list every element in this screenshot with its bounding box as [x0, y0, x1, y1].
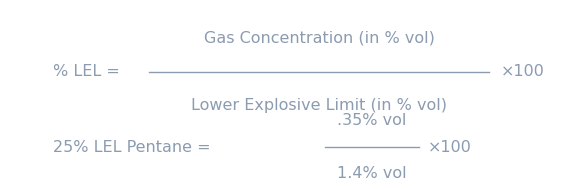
Text: .35% vol: .35% vol [338, 113, 407, 129]
Text: % LEL =: % LEL = [53, 64, 120, 79]
Text: Lower Explosive Limit (in % vol): Lower Explosive Limit (in % vol) [192, 98, 447, 113]
Text: Gas Concentration (in % vol): Gas Concentration (in % vol) [204, 30, 435, 45]
Text: 1.4% vol: 1.4% vol [338, 166, 407, 181]
Text: ×100: ×100 [428, 140, 472, 155]
Text: ×100: ×100 [501, 64, 545, 79]
Text: 25% LEL Pentane =: 25% LEL Pentane = [53, 140, 210, 155]
